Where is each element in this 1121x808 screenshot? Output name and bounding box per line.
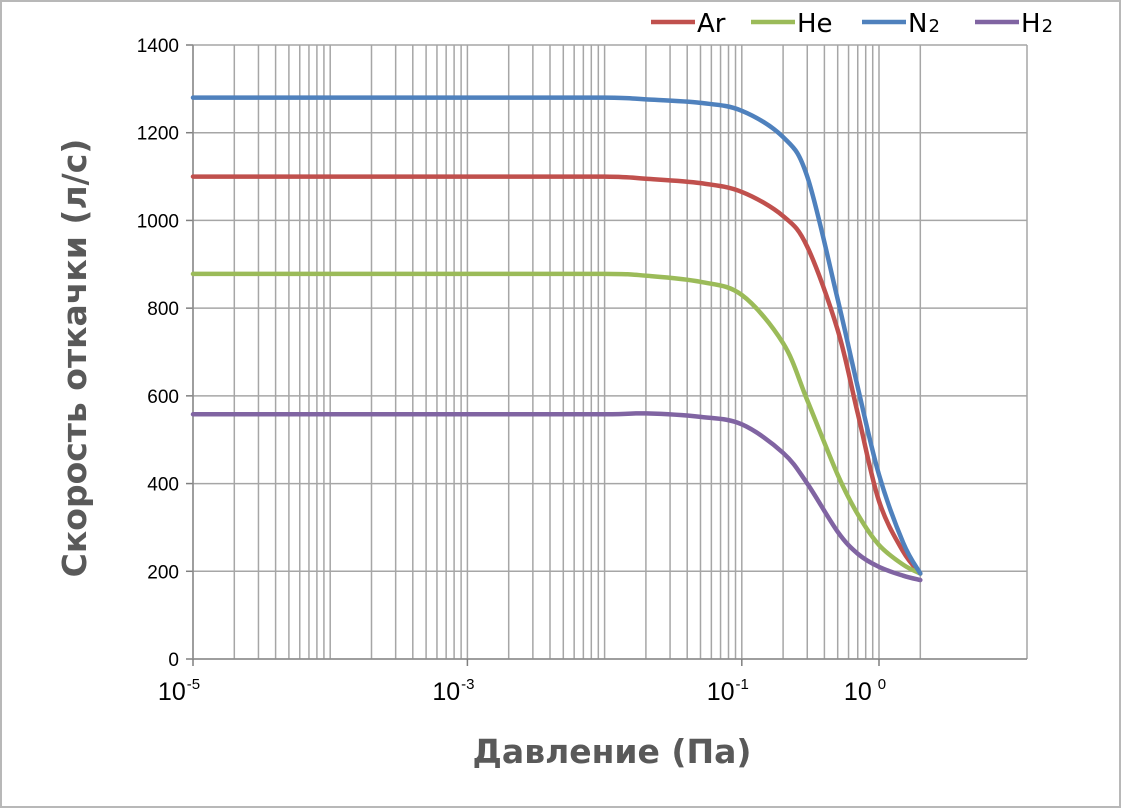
legend-label-n2: N2 (908, 9, 940, 39)
y-axis-ticks: 0 200 400 600 800 1000 1200 1400 (137, 36, 179, 671)
vertical-grid (192, 45, 1028, 659)
series-line-n2 (190, 95, 923, 576)
y-tick-label: 1400 (137, 36, 179, 57)
x-tick-label: 10 0 (844, 676, 886, 706)
y-tick-label: 200 (147, 562, 179, 583)
legend-label-h2: H2 (1021, 9, 1053, 39)
x-tick-label: 10-5 (158, 676, 200, 706)
series-lines (190, 95, 923, 583)
y-tick-label: 1200 (137, 124, 179, 145)
legend-label-he: He (797, 9, 833, 39)
x-tick-label: 10-3 (432, 676, 474, 706)
y-tick-label: 1000 (137, 211, 179, 232)
series-line-he (190, 271, 923, 576)
x-axis-ticks: 10-5 10-3 10-1 10 0 (158, 659, 886, 706)
legend-label-ar: Ar (697, 9, 726, 39)
y-tick-label: 800 (147, 299, 179, 320)
y-tick-label: 0 (168, 650, 179, 671)
x-tick-label: 10-1 (707, 676, 749, 706)
y-tick-label: 600 (147, 387, 179, 408)
series-line-h2 (190, 411, 923, 583)
y-tick-label: 400 (147, 475, 179, 496)
horizontal-grid (186, 44, 1027, 660)
legend: Ar He N2 H2 (651, 9, 1053, 39)
series-line-ar (190, 174, 923, 576)
y-axis-title: Скорость откачки (л/с) (55, 139, 94, 578)
x-axis-title: Давление (Па) (473, 732, 752, 771)
